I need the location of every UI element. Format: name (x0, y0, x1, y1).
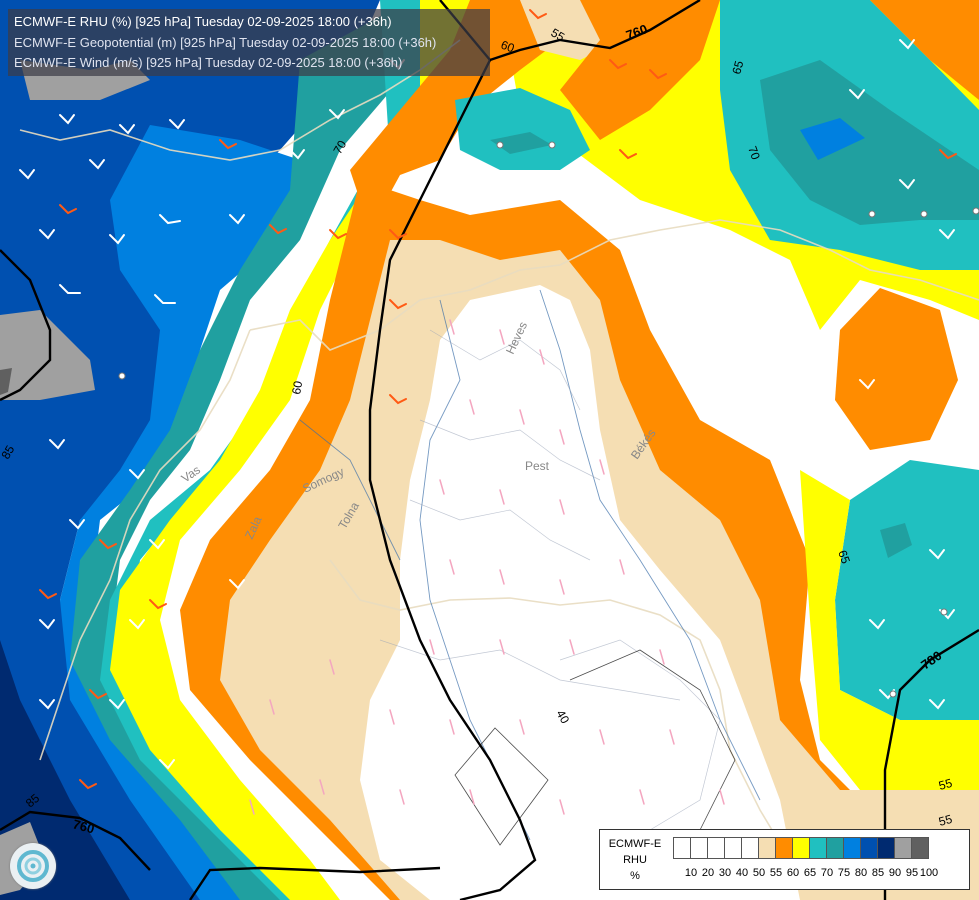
legend-swatch (741, 837, 759, 859)
rhu-band-southeast-70 (835, 460, 979, 720)
rhu-band-southeast-65 (800, 470, 979, 790)
geopotential-label: 760 (71, 816, 96, 836)
legend-swatch (707, 837, 725, 859)
legend-swatch (792, 837, 810, 859)
contour-label-rhu: 60 (499, 38, 517, 56)
legend-swatch (690, 837, 708, 859)
contour-labels: 70 65 55 60 60 65 70 40 55 55 85 85 (0, 25, 954, 828)
rhu-contours (454, 649, 736, 846)
wind-barbs (19, 9, 957, 815)
rhu-band-west-gray (0, 310, 95, 400)
legend-tick-label: 10 (684, 867, 698, 879)
rhu-band-northeast-75 (760, 60, 979, 225)
legend-tick-label: 65 (803, 867, 817, 879)
rhu-legend: ECMWF-E RHU % 10 20 30 40 50 55 60 65 70 75 80 85 90… (599, 829, 970, 890)
provider-logo-icon (10, 843, 56, 889)
geopotential-label: 760 (624, 21, 650, 43)
legend-ticks: 10 20 30 40 50 55 60 65 70 75 80 85 90 95 100 (673, 867, 973, 881)
legend-tick-label: 55 (769, 867, 783, 879)
legend-swatch (911, 837, 929, 859)
legend-swatch (809, 837, 827, 859)
rhu-band-northeast-80 (800, 118, 865, 160)
legend-tick-label: 70 (820, 867, 834, 879)
rhu-band-85 (0, 0, 380, 900)
legend-unit: % (630, 870, 640, 882)
legend-swatches (673, 837, 929, 859)
legend-tick-label: 80 (854, 867, 868, 879)
contour-label-rhu: 70 (330, 138, 349, 157)
legend-swatch (860, 837, 878, 859)
contour-label-rhu: 70 (745, 144, 763, 162)
title-rhu: ECMWF-E RHU (%) [925 hPa] Tuesday 02-09-… (14, 14, 392, 29)
legend-tick-label: 50 (752, 867, 766, 879)
legend-swatch (843, 837, 861, 859)
legend-tick-label: 75 (837, 867, 851, 879)
legend-swatch (673, 837, 691, 859)
rhu-band-northeast-60b (870, 0, 979, 100)
contour-label-rhu: 40 (553, 708, 572, 727)
legend-tick-label: 60 (786, 867, 800, 879)
legend-tick-label: 30 (718, 867, 732, 879)
legend-swatch (724, 837, 742, 859)
rhu-band-80 (60, 125, 300, 900)
contour-label-rhu: 55 (937, 776, 954, 793)
legend-swatch (894, 837, 912, 859)
legend-swatch (775, 837, 793, 859)
region-label: Pest (525, 459, 550, 473)
rhu-band-north-75 (490, 132, 552, 154)
contour-label-rhu: 55 (937, 812, 954, 829)
contour-label-rhu: 55 (549, 25, 568, 44)
legend-variable: RHU (623, 854, 647, 866)
legend-swatch (826, 837, 844, 859)
rhu-band-dry (360, 285, 800, 900)
contour-label-rhu: 65 (835, 548, 853, 566)
station-markers (118, 141, 979, 698)
legend-tick-label: 40 (735, 867, 749, 879)
title-wind: ECMWF-E Wind (m/s) [925 hPa] Tuesday 02-… (14, 55, 403, 70)
legend-tick-label: 95 (905, 867, 919, 879)
contour-label-rhu: 60 (289, 380, 305, 396)
legend-tick-label: 100 (919, 867, 939, 879)
legend-swatch (758, 837, 776, 859)
map-title-box: ECMWF-E RHU (%) [925 hPa] Tuesday 02-09-… (8, 9, 490, 76)
rhu-band-east-60 (835, 288, 958, 450)
legend-tick-label: 90 (888, 867, 902, 879)
title-geopotential: ECMWF-E Geopotential (m) [925 hPa] Tuesd… (14, 34, 437, 50)
rhu-band-north-60b (560, 0, 720, 140)
rhu-band-west-darkgray (0, 368, 12, 395)
legend-tick-label: 85 (871, 867, 885, 879)
legend-model: ECMWF-E (608, 838, 662, 850)
legend-caption: ECMWF-E RHU % (606, 836, 664, 884)
legend-tick-label: 20 (701, 867, 715, 879)
contour-label-rhu: 65 (729, 59, 746, 76)
rhu-band-north-70 (455, 88, 590, 170)
rhu-band-southeast-75 (880, 523, 912, 558)
county-lines (379, 329, 721, 831)
legend-swatch (877, 837, 895, 859)
